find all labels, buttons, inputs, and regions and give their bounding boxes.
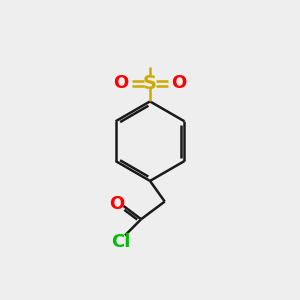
Text: Cl: Cl (111, 233, 130, 251)
Text: O: O (110, 196, 124, 214)
Text: O: O (171, 74, 187, 92)
Text: O: O (113, 74, 129, 92)
Text: S: S (143, 74, 157, 93)
